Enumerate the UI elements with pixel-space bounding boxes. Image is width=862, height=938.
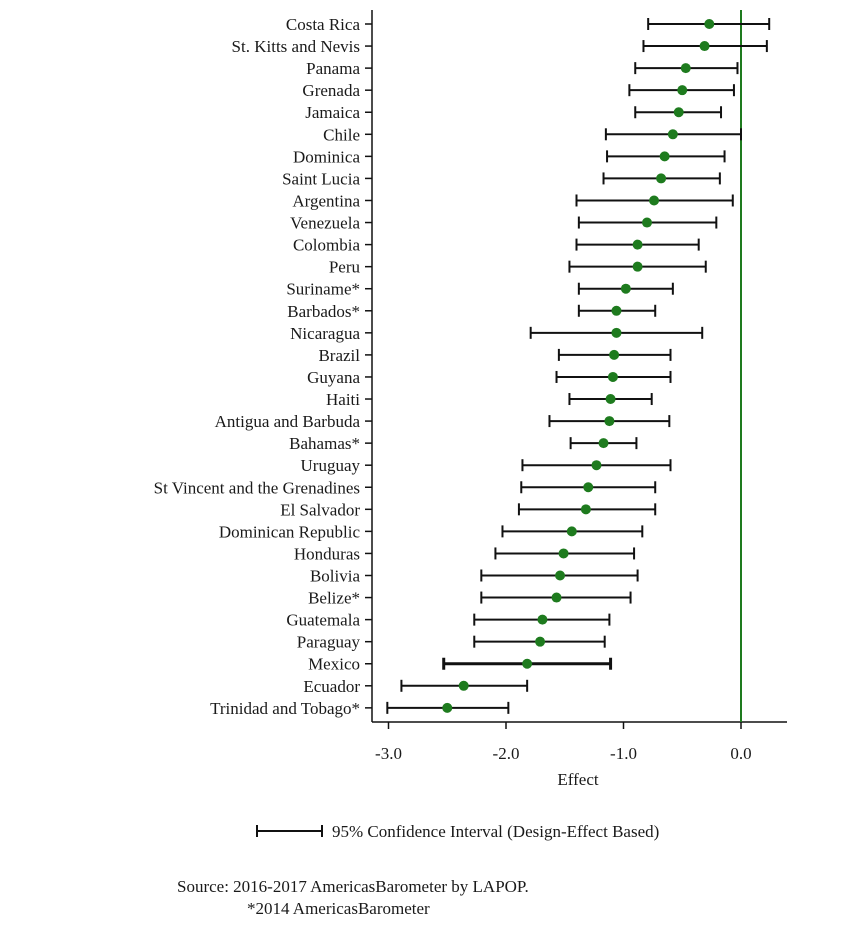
category-label: Costa Rica (286, 15, 361, 34)
point-estimate (535, 636, 546, 647)
point-estimate (607, 371, 618, 382)
point-estimate (620, 283, 631, 294)
point-estimate (537, 614, 548, 625)
legend: 95% Confidence Interval (Design-Effect B… (256, 822, 659, 841)
point-estimate (611, 305, 622, 316)
point-estimate (442, 702, 453, 713)
point-estimate (680, 63, 691, 74)
x-tick-label: -1.0 (610, 744, 637, 763)
point-estimate (609, 349, 620, 360)
category-label: Trinidad and Tobago* (210, 699, 360, 718)
point-estimate (566, 526, 577, 537)
point-estimate (580, 504, 591, 515)
point-estimate (699, 41, 710, 52)
category-label: Guyana (307, 368, 360, 387)
category-label: Dominican Republic (219, 522, 361, 541)
category-label: Belize* (308, 589, 360, 608)
category-label: Haiti (326, 390, 360, 409)
point-estimate (591, 460, 602, 471)
point-estimate (522, 658, 533, 669)
point-estimate (604, 416, 615, 427)
category-label: Saint Lucia (282, 169, 360, 188)
category-label: Bahamas* (289, 434, 360, 453)
category-label: Venezuela (290, 214, 360, 233)
point-estimate (642, 217, 652, 228)
category-label: Paraguay (297, 633, 361, 652)
point-estimate (551, 592, 562, 603)
point-estimate (458, 680, 469, 691)
point-estimate (632, 239, 643, 250)
plot-area: -3.0 -2.0 -1.0 0.0 Effect Costa Rica St. Kitts… (154, 10, 787, 789)
category-label: Nicaragua (290, 324, 360, 343)
category-label: St Vincent and the Grenadines (154, 478, 360, 497)
category-label: Barbados* (287, 302, 360, 321)
category-label: Honduras (294, 544, 360, 563)
category-label: St. Kitts and Nevis (232, 37, 360, 56)
point-estimate (632, 261, 643, 272)
point-estimate (611, 327, 622, 338)
category-label: Ecuador (303, 677, 360, 696)
category-label: Mexico (308, 655, 360, 674)
point-estimate (656, 173, 667, 184)
category-label: Chile (323, 125, 360, 144)
category-label: Argentina (292, 191, 360, 210)
point-estimate (605, 394, 616, 405)
x-tick-label: -2.0 (493, 744, 520, 763)
x-tick-label: -3.0 (375, 744, 402, 763)
category-label: Colombia (293, 236, 361, 255)
footnote: *2014 AmericasBarometer (247, 899, 430, 918)
category-label: Grenada (302, 81, 360, 100)
category-label: Guatemala (286, 611, 360, 630)
category-label: Brazil (318, 346, 360, 365)
point-estimate (649, 195, 660, 206)
category-label: Panama (306, 59, 360, 78)
source-note: Source: 2016-2017 AmericasBarometer by L… (177, 877, 529, 896)
point-estimate (704, 19, 715, 29)
category-label: El Salvador (280, 500, 360, 519)
point-estimate (667, 129, 678, 140)
point-estimate (677, 85, 688, 96)
category-label: Dominica (293, 147, 360, 166)
point-estimate (673, 107, 684, 118)
point-estimate (598, 438, 609, 449)
category-label: Suriname* (286, 280, 360, 299)
point-estimate (555, 570, 566, 581)
point-estimate (583, 482, 594, 493)
category-label: Bolivia (310, 567, 361, 586)
category-label: Antigua and Barbuda (215, 412, 361, 431)
point-estimate (558, 548, 569, 559)
x-axis-title: Effect (557, 770, 598, 789)
x-tick-label: 0.0 (730, 744, 751, 763)
legend-label: 95% Confidence Interval (Design-Effect B… (332, 822, 659, 841)
category-label: Jamaica (305, 103, 360, 122)
category-label: Peru (329, 258, 361, 277)
category-label: Uruguay (301, 456, 361, 475)
point-estimate (659, 151, 670, 162)
